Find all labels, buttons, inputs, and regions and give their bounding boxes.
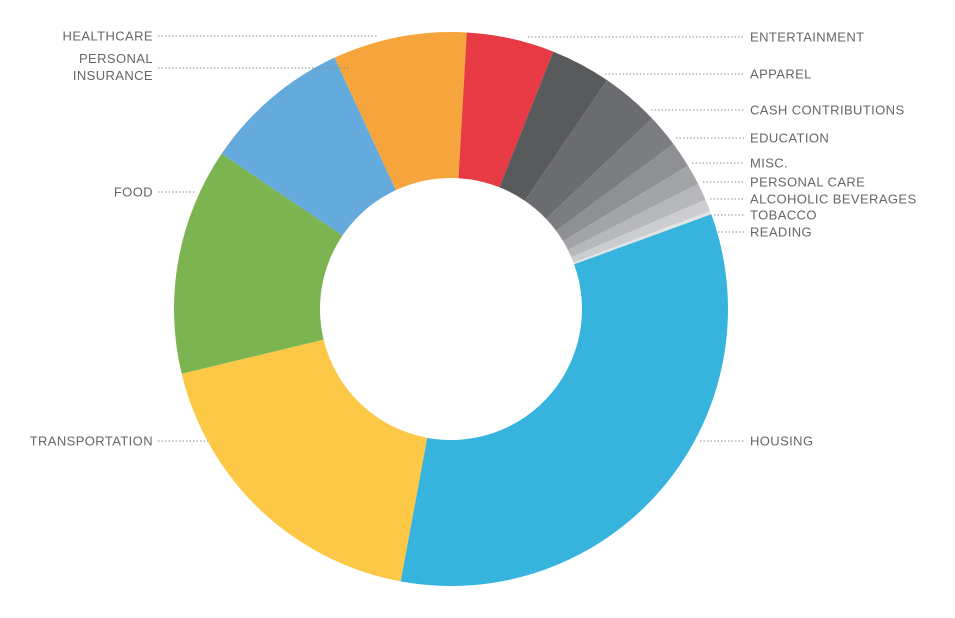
slice-transportation (181, 339, 428, 582)
slice-personal-care (563, 165, 699, 250)
label-transportation: TRANSPORTATION (30, 434, 153, 449)
leader-lines (158, 35, 744, 442)
slice-personal-insurance (221, 57, 396, 236)
slice-alcoholic-beverages (567, 183, 706, 258)
slice-education (546, 118, 674, 231)
label-alcoholic-beverages: ALCOHOLIC BEVERAGES (750, 192, 917, 207)
slice-housing (400, 214, 728, 586)
label-misc: MISC. (750, 156, 788, 171)
label-housing: HOUSING (750, 434, 813, 449)
category-labels: HOUSING TRANSPORTATION FOOD PERSONAL INSURAN… (30, 29, 917, 449)
label-apparel: APPAREL (750, 67, 812, 82)
slice-tobacco (571, 199, 711, 263)
label-entertainment: ENTERTAINMENT (750, 30, 865, 45)
label-healthcare: HEALTHCARE (63, 29, 153, 44)
label-education: EDUCATION (750, 131, 829, 146)
slice-reading (573, 210, 712, 265)
slice-healthcare (334, 32, 467, 191)
slice-misc (556, 143, 688, 242)
label-tobacco: TOBACCO (750, 208, 817, 223)
slice-entertainment (458, 32, 554, 188)
label-reading: READING (750, 225, 812, 240)
slice-cash-contributions (524, 80, 653, 219)
slice-apparel (499, 51, 608, 201)
label-personal-care: PERSONAL CARE (750, 175, 865, 190)
slice-food (173, 153, 343, 374)
label-cash-contributions: CASH CONTRIBUTIONS (750, 103, 905, 118)
label-personal-insurance: PERSONAL INSURANCE (73, 51, 153, 83)
donut-slices (173, 32, 728, 586)
label-food: FOOD (114, 185, 153, 200)
